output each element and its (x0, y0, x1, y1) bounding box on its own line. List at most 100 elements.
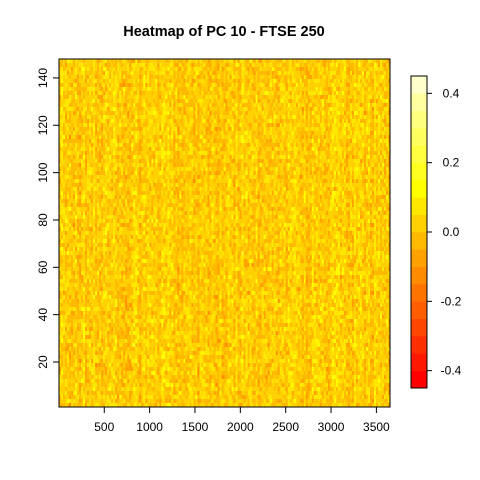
heatmap-cell (105, 159, 108, 164)
heatmap-cell (209, 127, 212, 132)
heatmap-cell (101, 75, 104, 80)
heatmap-cell (331, 151, 335, 156)
heatmap-cell (329, 71, 333, 76)
heatmap-cell (329, 151, 333, 156)
heatmap-cell (251, 79, 254, 84)
heatmap-cell (103, 175, 106, 180)
heatmap-cell (185, 83, 188, 88)
heatmap-cell (93, 151, 96, 156)
heatmap-cell (321, 79, 325, 84)
heatmap-cell (163, 75, 166, 80)
heatmap-cell (131, 175, 134, 180)
heatmap-cell (269, 99, 272, 104)
heatmap-cell (81, 83, 84, 88)
heatmap-cell (197, 167, 200, 172)
heatmap-cell (309, 171, 313, 176)
heatmap-cell (131, 71, 134, 76)
heatmap-cell (191, 159, 194, 164)
heatmap-cell (377, 83, 381, 88)
heatmap-cell (193, 171, 196, 176)
heatmap-cell (159, 123, 162, 128)
heatmap-cell (187, 75, 190, 80)
heatmap-cell (113, 111, 116, 116)
heatmap-cell (179, 91, 182, 96)
heatmap-cell (227, 91, 230, 96)
heatmap-cell (133, 103, 136, 108)
heatmap-cell (193, 71, 196, 76)
heatmap-cell (323, 95, 327, 100)
heatmap-cell (275, 131, 278, 136)
heatmap-cell (261, 147, 264, 152)
heatmap-cell (323, 59, 327, 64)
heatmap-cell (61, 151, 64, 156)
heatmap-cell (339, 83, 343, 88)
heatmap-cell (67, 167, 70, 172)
heatmap-cell (155, 71, 158, 76)
heatmap-cell (367, 163, 371, 168)
heatmap-cell (261, 167, 264, 172)
heatmap-cell (99, 179, 102, 184)
heatmap-cell (249, 175, 252, 180)
heatmap-cell (379, 147, 383, 152)
heatmap-cell (355, 155, 359, 160)
heatmap-cell (243, 71, 246, 76)
heatmap-cell (213, 119, 216, 124)
heatmap-cell (211, 63, 214, 68)
heatmap-cell (71, 167, 74, 172)
heatmap-cell (283, 99, 286, 104)
heatmap-cell (95, 163, 98, 168)
heatmap-cell (155, 123, 158, 128)
heatmap-cell (219, 127, 222, 132)
heatmap-cell (197, 143, 200, 148)
heatmap-cell (173, 83, 176, 88)
heatmap-cell (251, 115, 254, 120)
heatmap-cell (339, 127, 343, 132)
heatmap-cell (313, 91, 317, 96)
heatmap-cell (335, 135, 339, 140)
heatmap-cell (93, 115, 96, 120)
heatmap-cell (75, 119, 78, 124)
heatmap-cell (133, 71, 136, 76)
heatmap-cell (345, 79, 349, 84)
heatmap-cell (99, 135, 102, 140)
heatmap-cell (281, 83, 284, 88)
heatmap-cell (291, 75, 294, 80)
heatmap-cell (249, 171, 252, 176)
heatmap-cell (127, 71, 130, 76)
heatmap-cell (125, 143, 128, 148)
heatmap-cell (165, 119, 168, 124)
heatmap-cell (169, 99, 172, 104)
heatmap-cell (317, 159, 321, 164)
heatmap-cell (75, 127, 78, 132)
heatmap-cell (111, 83, 114, 88)
heatmap-cell (373, 115, 377, 120)
heatmap-cell (325, 59, 329, 64)
heatmap-cell (163, 175, 166, 180)
heatmap-cell (297, 83, 300, 88)
heatmap-cell (75, 99, 78, 104)
heatmap-cell (81, 71, 84, 76)
heatmap-cell (189, 71, 192, 76)
heatmap-cell (245, 63, 248, 68)
heatmap-cell (309, 71, 313, 76)
heatmap-cell (113, 119, 116, 124)
heatmap-cell (311, 59, 315, 64)
heatmap-cell (311, 171, 315, 176)
heatmap-cell (377, 131, 381, 136)
heatmap-cell (163, 123, 166, 128)
heatmap-cell (179, 139, 182, 144)
heatmap-cell (297, 135, 300, 140)
heatmap-cell (169, 95, 172, 100)
heatmap-cell (153, 71, 156, 76)
heatmap-cell (309, 83, 313, 88)
heatmap-cell (185, 143, 188, 148)
heatmap-cell (269, 155, 272, 160)
heatmap-cell (313, 119, 317, 124)
heatmap-cell (109, 63, 112, 68)
heatmap-cell (245, 119, 248, 124)
heatmap-cell (175, 83, 178, 88)
heatmap-cell (65, 123, 68, 128)
heatmap-cell (275, 143, 278, 148)
heatmap-cell (227, 123, 230, 128)
heatmap-cell (295, 63, 298, 68)
